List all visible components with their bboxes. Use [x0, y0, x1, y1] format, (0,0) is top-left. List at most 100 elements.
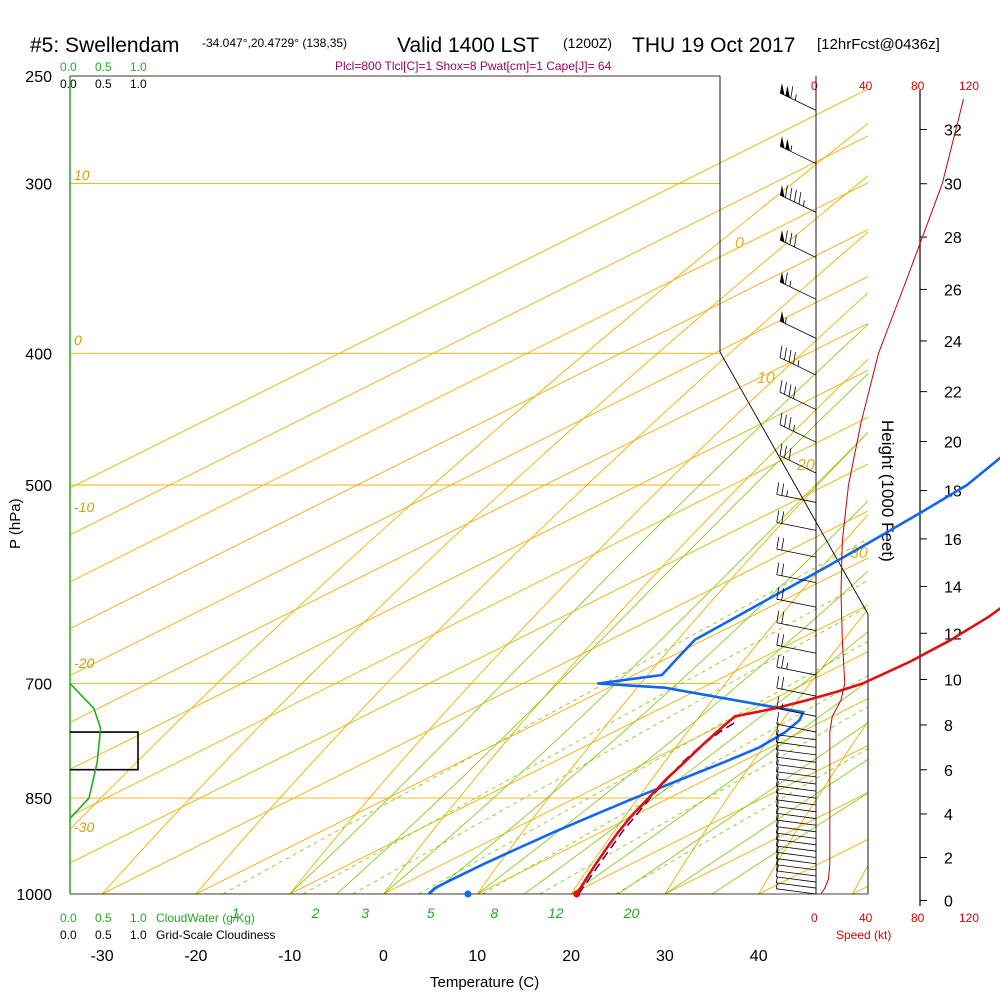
wind-barb-shaft [776, 734, 817, 741]
wind-barb-half [784, 317, 787, 324]
wind-barb-shaft [776, 826, 817, 833]
temperature-tick-label: 0 [379, 948, 388, 965]
cloudiness-line [70, 731, 139, 771]
speed-bot-2: 80 [911, 911, 925, 925]
cloudiness-scale-bot-0: 0.0 [60, 928, 77, 942]
forecast-label: [12hrFcst@0436z] [817, 36, 940, 53]
height-tick-label: 2 [944, 851, 953, 868]
wind-speed-line [820, 98, 964, 895]
wind-barb-half [775, 882, 778, 889]
moist-adiabat-line [664, 758, 868, 894]
isotherm-line [383, 651, 868, 894]
mixing-ratio-label: 3 [361, 905, 369, 921]
cloudiness-scale-top-0: 0.0 [60, 77, 77, 91]
wind-barb-half [797, 360, 800, 367]
wind-barb-flag [775, 787, 779, 800]
cloudwater-line [69, 682, 102, 820]
wind-barb-flag [781, 656, 785, 669]
wind-barb-shaft [776, 687, 817, 697]
wind-barb-shaft [779, 424, 817, 443]
pressure-tick-label: 400 [25, 346, 52, 363]
height-tick-label: 32 [944, 122, 962, 139]
wind-barb-half [793, 425, 795, 432]
wind-barb-shaft [776, 666, 817, 676]
valid-date: THU 19 Oct 2017 [632, 34, 795, 57]
height-tick-label: 22 [944, 385, 962, 402]
thetae-label: 0 [735, 235, 744, 252]
wind-barb-half [775, 876, 778, 883]
mixing-ratio-line [352, 605, 868, 894]
wind-barb-flag [784, 382, 787, 395]
indices-line: Plcl=800 Tlcl[C]=1 Shox=8 Pwat[cm]=1 Cap… [335, 59, 612, 73]
wind-barb-flag [775, 794, 779, 807]
wind-barb-flag [776, 587, 780, 600]
dry-adiabat-line [476, 431, 868, 894]
wind-barb-flag [793, 386, 796, 399]
wind-barb-flag [784, 185, 788, 198]
wind-barb-pennant [779, 230, 785, 243]
speed-top-1: 40 [859, 79, 873, 93]
height-tick-label: 30 [944, 177, 962, 194]
height-tick-label: 26 [944, 282, 962, 299]
pressure-tick-label: 1000 [16, 887, 52, 904]
wind-barb-shaft [779, 194, 817, 213]
mixing-ratio-line [481, 674, 868, 894]
temperature-tick-label: 30 [656, 948, 674, 965]
x-axis-title: Temperature (C) [430, 974, 539, 991]
wind-barb-flag [775, 801, 779, 814]
wind-barb-flag [784, 272, 788, 285]
wind-barb-shaft [776, 522, 817, 531]
mixing-ratio-label: 20 [623, 905, 640, 921]
pressure-tick-label: 700 [25, 677, 52, 694]
wind-barb-flag [781, 677, 785, 690]
wind-barb-flag [788, 384, 792, 397]
height-tick-label: 4 [944, 807, 953, 824]
wind-barb-shaft [776, 888, 817, 895]
wind-barb-shaft [776, 832, 817, 839]
wind-barb-shaft [776, 764, 817, 771]
moist-adiabat-line [289, 323, 868, 894]
wind-barb-half [802, 200, 805, 207]
isotherm-line [195, 557, 868, 894]
mixing-ratio-label: 1 [232, 905, 240, 921]
isotherm-line [70, 416, 868, 817]
wind-barb-shaft [776, 870, 817, 877]
pressure-tick-label: 250 [25, 69, 52, 86]
wind-barb-shaft [776, 741, 817, 748]
wind-barb-flag [775, 759, 779, 772]
wind-barb-flag [793, 189, 797, 202]
wind-barb-flag [776, 510, 780, 523]
dry-adiabat-line [70, 122, 868, 831]
station-title: #5: Swellendam [30, 34, 179, 57]
isotherm-line [101, 510, 868, 894]
frame-right [719, 76, 869, 894]
wind-barb-shaft [776, 756, 817, 763]
wind-barb-half [794, 94, 797, 101]
series-layer [69, 98, 1000, 898]
isotherm-line [70, 463, 868, 864]
wind-barb-shaft [776, 749, 817, 756]
wind-barb-flag [781, 588, 785, 601]
wind-barb-pennant [779, 310, 785, 324]
temperature-tick-label: 20 [562, 948, 580, 965]
wind-barb-flag [779, 380, 783, 393]
wind-barb-flag [781, 634, 785, 647]
dry-adiabat-line [195, 231, 868, 894]
wind-barb-flag [789, 232, 793, 245]
moist-adiabat-line [383, 431, 868, 894]
wind-barb-flag [775, 766, 779, 779]
thetae-label: 20 [796, 457, 815, 474]
wind-barb-flag [775, 807, 779, 821]
wind-barb-flag [784, 445, 787, 458]
wind-barb-half [790, 145, 793, 152]
wind-barb-flag [775, 737, 779, 750]
wind-barb-half [786, 663, 788, 670]
cloudwater-scale-top-0: 0.0 [60, 60, 77, 74]
surface-dewpoint-marker [464, 890, 472, 898]
station-coords: -34.047°,20.4729° (138,35) [202, 36, 347, 50]
moist-adiabat-line [617, 722, 868, 894]
dewpoint-line [427, 456, 1000, 895]
wind-barb-flag [779, 443, 783, 456]
